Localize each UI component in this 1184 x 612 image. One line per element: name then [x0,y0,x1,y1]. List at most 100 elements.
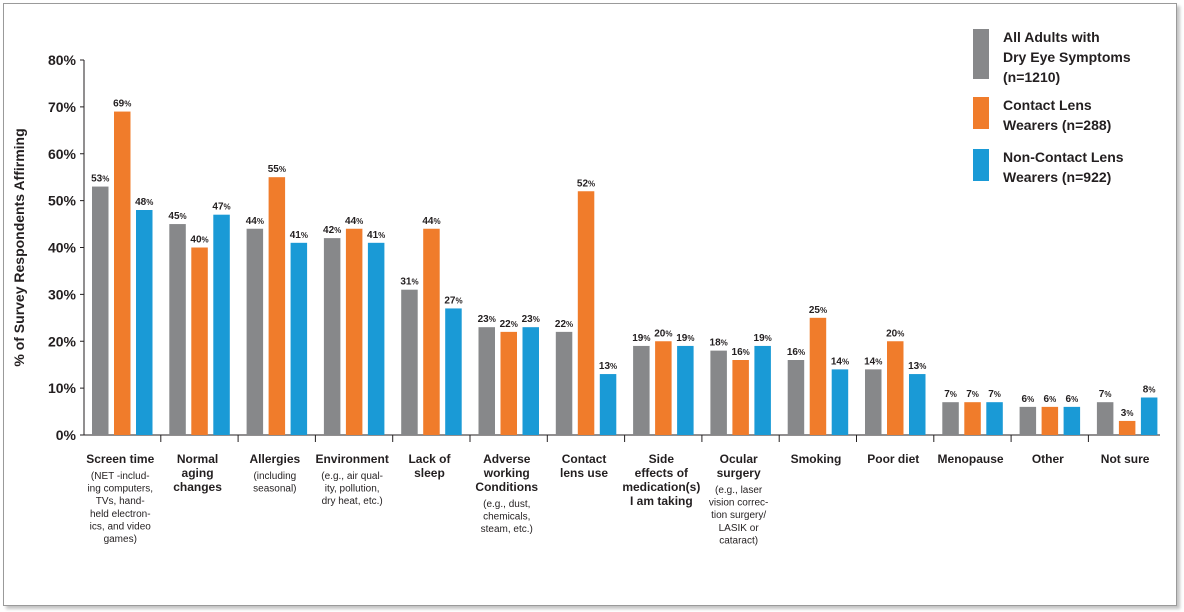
data-label: 44% [345,216,363,227]
legend-entry: All Adults with [1003,29,1100,45]
data-label: 14% [864,356,882,367]
bar [787,360,805,435]
category-label: Lack of [408,452,451,466]
data-label: 52% [577,178,595,189]
category-label: Screen time [86,452,154,466]
bar [710,350,727,435]
legend-entry: Wearers (n=288) [1003,117,1111,133]
bar [986,402,1003,435]
category-sublabel: steam, etc.) [481,524,533,535]
category-label: Conditions [475,480,538,494]
data-label: 41% [290,230,308,241]
data-label: 23% [478,314,496,325]
category-label: Poor diet [867,452,919,466]
bar [290,242,308,435]
data-label: 19% [754,333,772,344]
legend-entry: Contact Lens [1003,97,1092,113]
data-label: 6% [1022,394,1035,405]
bar [114,111,131,435]
category-sublabel: held electron- [90,509,151,520]
data-label: 6% [1066,394,1079,405]
category-sublabel: ing computers, [87,484,153,495]
category-label: I am taking [630,494,693,508]
bar [522,327,539,435]
data-label: 19% [676,333,694,344]
category-sublabel: games) [104,534,137,545]
data-label: 20% [654,328,672,339]
bar [732,360,749,435]
bar [1063,406,1081,435]
bar [367,242,385,435]
category-label: working [483,466,530,480]
data-label: 41% [367,230,385,241]
data-label: 22% [500,319,518,330]
y-tick-label: 80% [48,52,77,68]
legend-swatch [973,29,989,79]
category-label: Adverse [483,452,531,466]
data-label: 19% [632,333,650,344]
bar [1041,406,1059,435]
category-label: Side [649,452,675,466]
legend-entry: Wearers (n=922) [1003,169,1111,185]
data-label: 13% [908,361,926,372]
category-label: aging [182,466,214,480]
bar [555,331,573,435]
category-sublabel: chemicals, [483,512,530,523]
data-label: 7% [966,389,979,400]
category-sublabel: cataract) [719,535,758,546]
legend-entry: Non-Contact Lens [1003,149,1124,165]
data-label: 7% [1099,389,1112,400]
y-tick-label: 30% [48,286,77,302]
bar [942,402,959,435]
data-label: 23% [522,314,540,325]
data-label: 6% [1044,394,1057,405]
bar [213,214,230,435]
category-sublabel: (e.g., laser [715,485,763,496]
bar [1019,406,1037,435]
bar [964,402,981,435]
data-label: 48% [135,197,153,208]
data-label: 16% [787,347,805,358]
bar [401,289,418,435]
category-sublabel: ics, and video [90,521,152,532]
legend-swatch [973,97,989,129]
category-sublabel: (e.g., dust, [483,499,530,510]
category-label: Allergies [249,452,300,466]
data-label: 40% [190,235,208,246]
bar [909,374,926,435]
bar [169,224,186,435]
bar [445,308,462,435]
category-label: medication(s) [622,480,700,494]
bar [677,345,694,435]
data-label: 22% [555,319,573,330]
data-label: 53% [91,174,109,185]
y-tick-label: 20% [48,333,77,349]
category-label: Menopause [938,452,1004,466]
category-sublabel: TVs, hand- [96,496,145,507]
category-label: surgery [717,466,761,480]
bar [599,374,617,435]
data-label: 3% [1121,408,1134,419]
data-label: 27% [444,295,462,306]
bar [809,317,827,435]
category-label: effects of [635,466,689,480]
data-label: 7% [944,389,957,400]
data-label: 45% [168,211,186,222]
bar [323,238,341,435]
y-tick-label: 50% [48,193,77,209]
data-label: 44% [422,216,440,227]
y-tick-label: 40% [48,240,77,256]
bar [633,345,650,435]
category-sublabel: ity, pollution, [325,484,380,495]
bar [246,228,264,435]
category-label: Smoking [791,452,842,466]
category-label: Environment [315,452,388,466]
legend-entry: Dry Eye Symptoms [1003,49,1131,65]
data-label: 13% [599,361,617,372]
bar [831,369,849,435]
category-sublabel: dry heat, etc.) [322,496,383,507]
bar [1096,402,1114,435]
data-label: 55% [268,164,286,175]
data-label: 31% [400,277,418,288]
